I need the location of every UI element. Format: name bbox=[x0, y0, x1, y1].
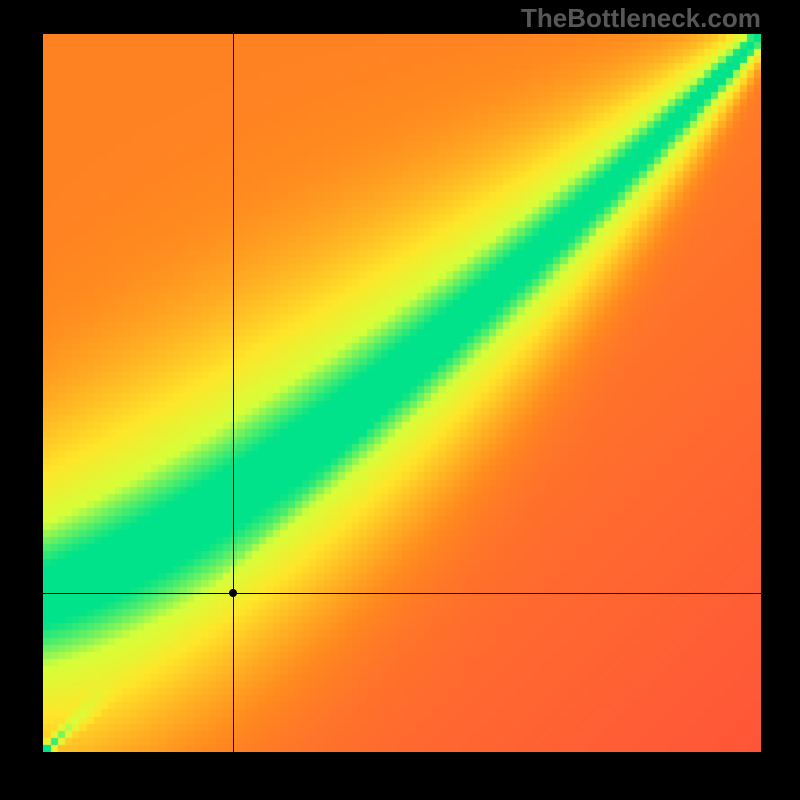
watermark-text: TheBottleneck.com bbox=[521, 3, 761, 34]
bottleneck-heatmap bbox=[43, 34, 761, 752]
crosshair-vertical bbox=[233, 34, 234, 752]
crosshair-horizontal bbox=[43, 593, 761, 594]
